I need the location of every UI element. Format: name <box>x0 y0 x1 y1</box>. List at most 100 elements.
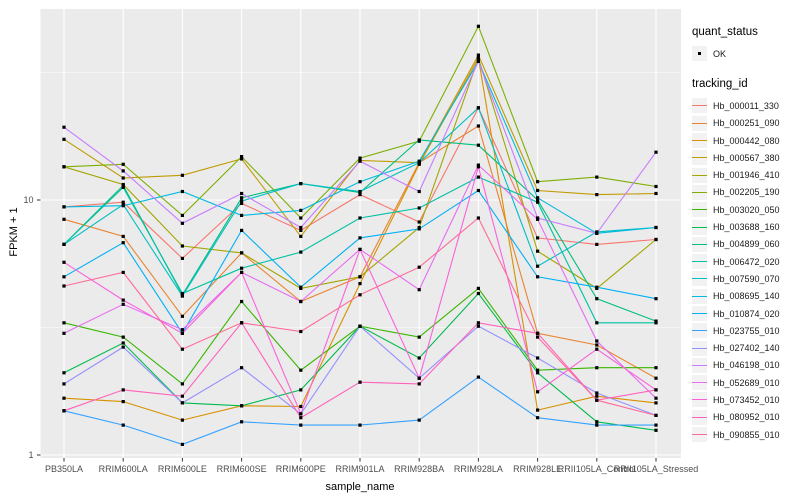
legend-item-label: Hb_000251_090 <box>713 118 780 129</box>
point-marker <box>121 345 125 349</box>
point-marker <box>62 284 66 288</box>
point-marker <box>595 398 599 402</box>
legend-key <box>692 288 707 304</box>
point-marker <box>121 234 125 238</box>
x-tick-label: RRII105LA_Stressed <box>614 464 699 474</box>
point-marker <box>595 242 599 246</box>
legend-item-label: Hb_002205_190 <box>713 187 780 198</box>
y-tick-label: 10 <box>23 195 33 205</box>
point-marker <box>476 324 480 328</box>
point-marker <box>358 423 362 427</box>
point-marker <box>121 302 125 306</box>
point-marker <box>654 321 658 325</box>
legend-item-Hb_007590_070: Hb_007590_070 <box>692 270 800 287</box>
legend-swatch-line <box>692 313 707 314</box>
point-marker <box>595 339 599 343</box>
point-marker <box>180 382 184 386</box>
legend-key <box>692 392 707 408</box>
point-marker <box>180 294 184 298</box>
point-marker <box>358 193 362 197</box>
point-marker <box>536 236 540 240</box>
legend-item-Hb_001946_410: Hb_001946_410 <box>692 166 800 183</box>
point-marker <box>299 234 303 238</box>
legend-swatch-line <box>692 243 707 245</box>
point-marker <box>536 180 540 184</box>
legend-key <box>692 115 707 131</box>
legend-swatch-line <box>692 174 707 176</box>
x-tick-label: RRII105LA_Control <box>558 464 636 474</box>
point-marker <box>536 416 540 420</box>
legend-item-label: Hb_004899_060 <box>713 239 780 250</box>
legend-title-tracking-id: tracking_id <box>692 78 748 91</box>
point-marker <box>536 335 540 339</box>
legend-item-label: Hb_007590_070 <box>713 273 780 284</box>
point-marker <box>180 291 184 296</box>
point-marker <box>358 293 362 297</box>
point-marker <box>476 59 480 63</box>
point-marker <box>654 150 658 154</box>
point-marker <box>476 124 480 128</box>
point-marker <box>299 182 303 186</box>
point-marker <box>299 404 303 409</box>
point-marker <box>654 388 658 392</box>
legend-swatch-line <box>692 434 707 436</box>
legend-item-label: Hb_000011_330 <box>713 100 779 111</box>
x-tick-label: RRIM600PE <box>276 464 326 474</box>
legend-key <box>692 340 707 356</box>
point-marker <box>299 285 303 289</box>
point-marker <box>121 169 125 173</box>
point-marker <box>240 404 244 408</box>
legend-item-ok: OK <box>692 45 800 62</box>
legend-item-Hb_000442_080: Hb_000442_080 <box>692 132 800 149</box>
point-marker <box>62 217 66 221</box>
point-marker <box>358 159 362 163</box>
legend-item-label: Hb_073452_010 <box>713 394 780 405</box>
point-marker <box>62 396 66 400</box>
point-marker <box>240 196 244 200</box>
legend-key <box>692 184 707 200</box>
legend-item-Hb_090855_010: Hb_090855_010 <box>692 426 800 443</box>
point-marker <box>595 420 599 424</box>
point-marker <box>417 206 421 210</box>
legend-swatch-line <box>692 347 707 349</box>
point-marker <box>476 106 480 110</box>
point-marker <box>180 256 184 260</box>
point-marker <box>121 204 125 208</box>
point-marker <box>121 298 125 302</box>
legend-item-Hb_080952_010: Hb_080952_010 <box>692 409 800 426</box>
point-marker <box>299 228 303 232</box>
point-marker <box>121 388 125 392</box>
point-marker-icon <box>697 51 702 56</box>
legend-item-label: Hb_008695_140 <box>713 291 780 302</box>
point-marker <box>536 356 540 360</box>
x-tick-label: RRIM600LA <box>99 464 148 474</box>
point-marker <box>180 331 184 335</box>
legend-item-Hb_002205_190: Hb_002205_190 <box>692 184 800 201</box>
y-axis-title: FPKM + 1 <box>8 207 20 257</box>
point-marker <box>476 56 480 60</box>
point-marker <box>180 401 184 405</box>
point-marker <box>358 236 362 240</box>
point-marker <box>121 400 125 404</box>
x-axis-title: sample_name <box>325 481 395 493</box>
point-marker <box>417 189 421 194</box>
point-marker <box>299 412 303 416</box>
point-marker <box>240 199 244 203</box>
point-marker <box>62 242 66 246</box>
point-marker <box>536 198 540 202</box>
point-marker <box>595 231 599 235</box>
point-marker <box>299 423 303 427</box>
x-tick-label: RRIM600SE <box>217 464 267 474</box>
legend-item-label: Hb_046198_010 <box>713 360 780 371</box>
point-marker <box>180 244 184 248</box>
point-marker <box>654 423 658 427</box>
point-marker <box>417 382 421 386</box>
legend-key <box>692 306 707 321</box>
point-marker <box>240 251 244 255</box>
point-marker <box>121 241 125 245</box>
point-marker <box>180 221 184 225</box>
legend-key <box>692 427 707 443</box>
point-marker <box>654 428 658 432</box>
